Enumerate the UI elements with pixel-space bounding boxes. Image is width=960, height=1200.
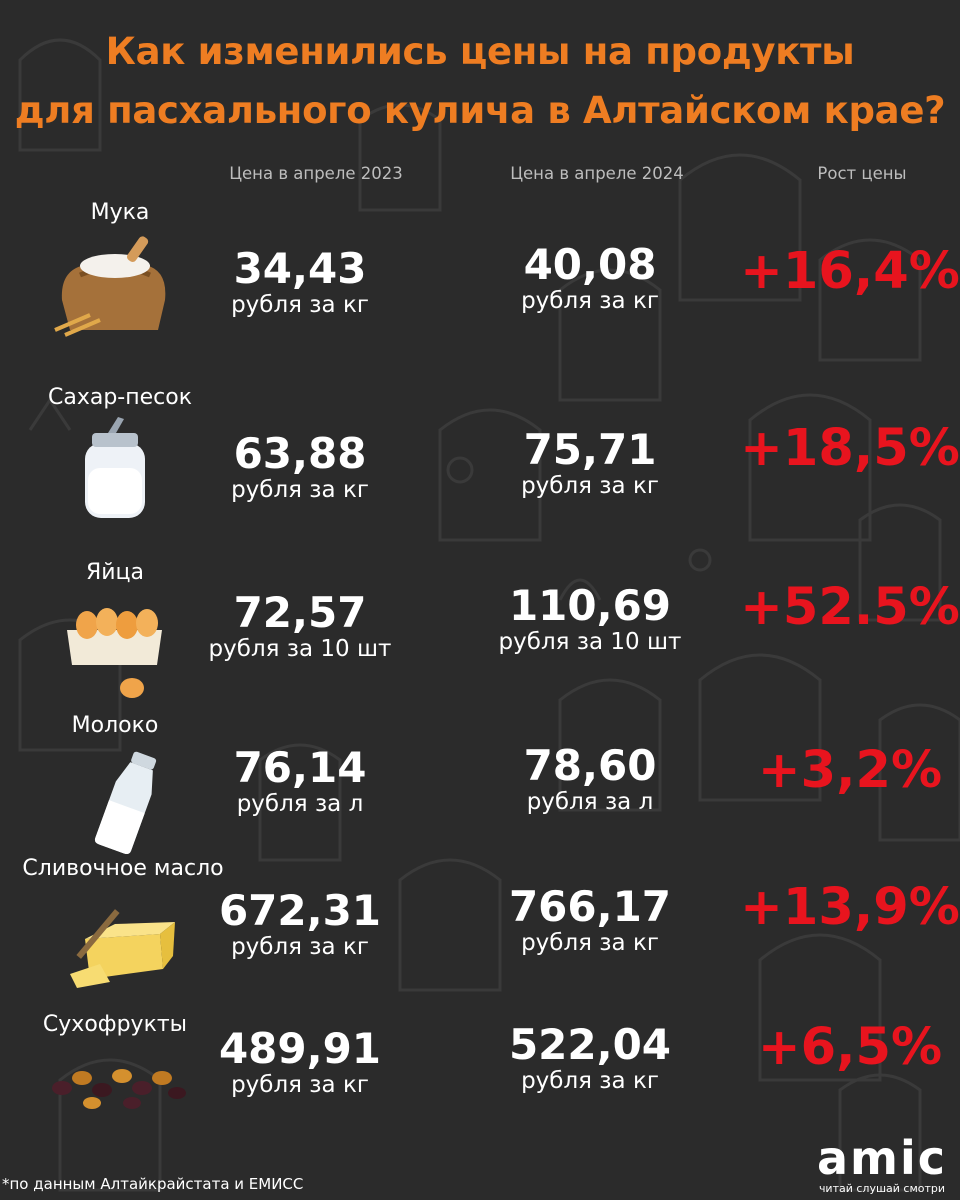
price-2023: 72,57 рубля за 10 шт bbox=[180, 588, 420, 663]
price-2023-unit: рубля за кг bbox=[231, 1072, 369, 1098]
price-2024: 522,04 рубля за кг bbox=[470, 1020, 710, 1095]
product-name: Молоко bbox=[71, 713, 159, 738]
price-2024-value: 766,17 bbox=[508, 882, 672, 931]
price-2024: 766,17 рубля за кг bbox=[470, 882, 710, 957]
product-name: Сухофрукты bbox=[42, 1012, 188, 1037]
column-header-2024: Цена в апреле 2024 bbox=[510, 164, 684, 183]
product-name: Сахар-песок bbox=[47, 385, 192, 410]
price-2023: 63,88 рубля за кг bbox=[180, 429, 420, 504]
table-row: Сливочное масло 672,31 рубля за кг 766,1… bbox=[0, 856, 960, 1036]
price-2023-unit: рубля за кг bbox=[231, 934, 369, 960]
price-growth: +6,5% bbox=[757, 1018, 943, 1077]
sugar-jar-icon bbox=[85, 417, 145, 518]
price-2024: 110,69 рубля за 10 шт bbox=[470, 581, 710, 656]
price-2023-unit: рубля за кг bbox=[231, 477, 369, 503]
table-row: Яйца 72,57 рубля за 10 шт 110,69 рубля з… bbox=[0, 560, 960, 740]
price-2023-unit: рубля за кг bbox=[231, 292, 369, 318]
price-2024-unit: рубля за кг bbox=[521, 1068, 659, 1094]
price-2023-unit: рубля за л bbox=[236, 791, 364, 817]
product-name: Мука bbox=[90, 200, 150, 225]
price-2024-unit: рубля за кг bbox=[521, 930, 659, 956]
price-growth: +3,2% bbox=[757, 741, 943, 800]
eggs-tray-icon bbox=[67, 608, 162, 698]
price-2023-value: 72,57 bbox=[233, 588, 367, 637]
title-line-1: Как изменились цены на продукты bbox=[105, 30, 855, 73]
table-row: Мука 34,43 рубля за кг 40,08 рубля за кг… bbox=[0, 200, 960, 380]
column-header-2023: Цена в апреле 2023 bbox=[229, 164, 403, 183]
title-line-2: для пасхального кулича в Алтайском крае? bbox=[14, 89, 946, 132]
price-2023-value: 489,91 bbox=[218, 1024, 382, 1073]
price-2024-unit: рубля за кг bbox=[521, 288, 659, 314]
product-name: Сливочное масло bbox=[22, 856, 224, 881]
price-2023: 76,14 рубля за л bbox=[180, 743, 420, 818]
price-2023-value: 672,31 bbox=[218, 886, 382, 935]
price-2024-unit: рубля за 10 шт bbox=[498, 629, 682, 655]
price-growth: +18,5% bbox=[740, 419, 960, 478]
price-2023: 489,91 рубля за кг bbox=[180, 1024, 420, 1099]
table-row: Сахар-песок 63,88 рубля за кг 75,71 рубл… bbox=[0, 385, 960, 565]
price-2024: 75,71 рубля за кг bbox=[470, 425, 710, 500]
price-2024: 40,08 рубля за кг bbox=[470, 240, 710, 315]
milk-bottle-icon bbox=[94, 751, 157, 855]
price-2023: 672,31 рубля за кг bbox=[180, 886, 420, 961]
column-header-growth: Рост цены bbox=[817, 164, 907, 183]
price-growth: +13,9% bbox=[740, 878, 960, 937]
price-2023-value: 63,88 bbox=[233, 429, 367, 478]
dried-fruits-icon bbox=[52, 1069, 186, 1109]
amic-logo: amic читай слушай смотри bbox=[812, 1131, 952, 1196]
price-growth: +52.5% bbox=[740, 578, 960, 637]
price-2024-value: 78,60 bbox=[523, 741, 657, 790]
price-2024-value: 40,08 bbox=[523, 240, 657, 289]
price-2024-unit: рубля за кг bbox=[521, 473, 659, 499]
price-2024-unit: рубля за л bbox=[526, 789, 654, 815]
price-2023: 34,43 рубля за кг bbox=[180, 244, 420, 319]
price-2024-value: 110,69 bbox=[508, 581, 672, 630]
butter-icon bbox=[70, 909, 175, 988]
price-2023-value: 34,43 bbox=[233, 244, 367, 293]
flour-sack-icon bbox=[54, 236, 166, 337]
price-2024-value: 75,71 bbox=[523, 425, 657, 474]
logo-tagline: читай слушай смотри bbox=[818, 1182, 946, 1195]
price-growth: +16,4% bbox=[740, 242, 960, 301]
price-2024-value: 522,04 bbox=[508, 1020, 672, 1069]
logo-mark: amic bbox=[816, 1131, 947, 1185]
table-row: Сухофрукты 489,91 рубля за кг 522,04 руб… bbox=[0, 1012, 960, 1192]
product-name: Яйца bbox=[85, 560, 145, 585]
price-2023-unit: рубля за 10 шт bbox=[208, 636, 392, 662]
infographic-title: Как изменились цены на продукты для пасх… bbox=[0, 22, 960, 140]
price-2023-value: 76,14 bbox=[233, 743, 367, 792]
price-2024: 78,60 рубля за л bbox=[470, 741, 710, 816]
source-footnote: *по данным Алтайкрайстата и ЕМИСС bbox=[2, 1175, 304, 1193]
table-row: Молоко 76,14 рубля за л 78,60 рубля за л… bbox=[0, 713, 960, 893]
